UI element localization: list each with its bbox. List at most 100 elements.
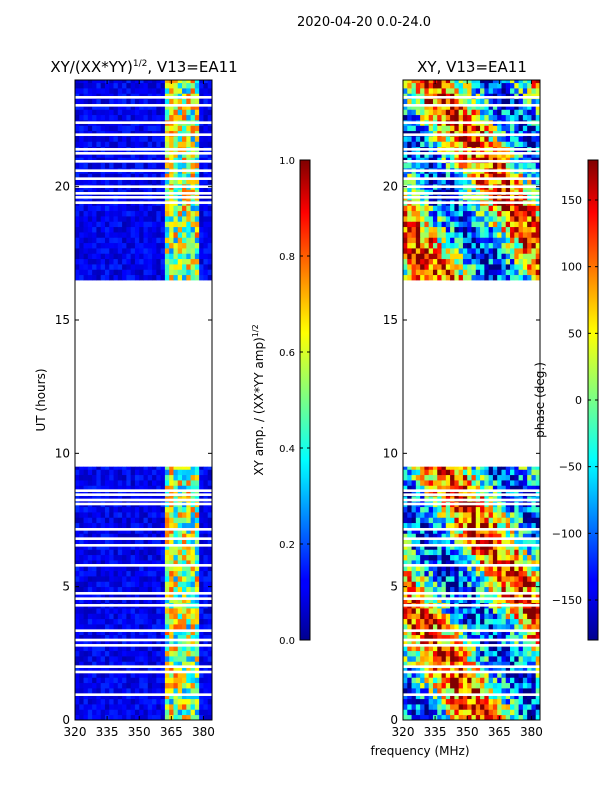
left-heatmap-cell xyxy=(203,677,209,684)
left-heatmap-cell xyxy=(143,570,149,577)
right-heatmap-cell xyxy=(510,608,515,614)
left-flagged-row xyxy=(75,489,212,492)
left-heatmap-cell xyxy=(130,565,136,572)
left-heatmap-cell xyxy=(194,466,200,470)
left-heatmap-cell xyxy=(203,624,209,630)
right-heatmap-cell xyxy=(441,533,447,540)
right-heatmap-cell xyxy=(403,661,408,668)
left-heatmap-cell xyxy=(92,661,97,668)
left-heatmap-cell xyxy=(139,80,144,84)
right-heatmap-cell xyxy=(411,528,417,534)
left-heatmap-cell xyxy=(139,258,144,265)
right-heatmap-cell xyxy=(480,258,485,265)
left-heatmap-cell xyxy=(194,560,200,566)
right-heatmap-cell xyxy=(475,480,481,486)
left-heatmap-cell xyxy=(139,693,144,700)
right-heatmap-cell xyxy=(535,538,540,545)
left-heatmap-cell xyxy=(126,98,132,105)
left-heatmap-cell xyxy=(122,528,127,534)
right-heatmap-cell xyxy=(522,253,528,260)
left-heatmap-cell xyxy=(147,506,153,513)
left-heatmap-cell xyxy=(177,581,183,588)
right-heatmap-cell xyxy=(454,592,460,598)
right-heatmap-cell xyxy=(467,581,472,588)
right-heatmap-cell xyxy=(492,480,498,486)
left-heatmap-cell xyxy=(139,485,144,492)
right-heatmap-cell xyxy=(445,560,451,566)
right-heatmap-cell xyxy=(415,528,421,534)
right-heatmap-cell xyxy=(462,522,468,529)
left-heatmap-cell xyxy=(96,178,102,185)
left-heatmap-cell xyxy=(152,221,157,228)
right-heatmap-cell xyxy=(454,506,460,513)
left-heatmap-cell xyxy=(109,522,114,529)
left-heatmap-cell xyxy=(147,629,153,636)
left-heatmap-cell xyxy=(92,549,97,556)
left-heatmap-cell xyxy=(122,560,127,566)
right-heatmap-cell xyxy=(492,528,498,534)
left-heatmap-cell xyxy=(207,656,212,662)
left-heatmap-cell xyxy=(75,565,80,572)
left-heatmap-cell xyxy=(100,253,106,260)
left-heatmap-cell xyxy=(83,512,89,518)
left-heatmap-cell xyxy=(96,216,102,222)
left-heatmap-cell xyxy=(164,554,170,561)
right-heatmap-cell xyxy=(411,640,417,646)
right-heatmap-cell xyxy=(497,629,502,636)
left-heatmap-cell xyxy=(83,466,89,470)
left-heatmap-cell xyxy=(122,98,127,105)
left-heatmap-cell xyxy=(134,469,140,476)
left-heatmap-cell xyxy=(113,586,119,593)
left-heatmap-cell xyxy=(139,517,144,524)
right-heatmap-cell xyxy=(420,544,425,550)
left-heatmap-cell xyxy=(87,512,93,518)
left-heatmap-cell xyxy=(194,88,200,94)
left-heatmap-cell xyxy=(92,162,97,169)
left-heatmap-cell xyxy=(199,544,204,550)
left-heatmap-cell xyxy=(87,682,93,689)
right-heatmap-cell xyxy=(462,570,468,577)
left-heatmap-cell xyxy=(117,522,123,529)
left-heatmap-cell xyxy=(113,517,119,524)
left-heatmap-cell xyxy=(147,560,153,566)
right-heatmap-cell xyxy=(471,522,477,529)
left-heatmap-cell xyxy=(87,522,93,529)
left-heatmap-cell xyxy=(199,656,204,662)
left-heatmap-cell xyxy=(203,560,209,566)
left-heatmap-cell xyxy=(134,136,140,142)
left-heatmap-cell xyxy=(92,640,97,646)
left-heatmap-cell xyxy=(190,554,196,561)
right-heatmap-cell xyxy=(484,474,490,481)
left-heatmap-cell xyxy=(147,248,153,254)
left-flagged-row xyxy=(75,693,212,696)
right-heatmap-cell xyxy=(518,506,524,513)
left-heatmap-cell xyxy=(182,173,187,180)
right-heatmap-cell xyxy=(505,469,511,476)
left-heatmap-cell xyxy=(79,474,84,481)
left-heatmap-cell xyxy=(79,517,84,524)
left-heatmap-cell xyxy=(126,554,132,561)
left-heatmap-cell xyxy=(113,544,119,550)
right-heatmap-cell xyxy=(432,549,438,556)
left-heatmap-cell xyxy=(173,253,179,260)
left-heatmap-cell xyxy=(92,677,97,684)
left-heatmap-cell xyxy=(130,232,136,238)
right-heatmap-cell xyxy=(454,688,460,694)
left-heatmap-cell xyxy=(156,474,162,481)
right-heatmap-cell xyxy=(514,592,519,598)
right-heatmap-cell xyxy=(484,565,490,572)
left-heatmap-cell xyxy=(117,114,123,121)
right-heatmap-cell xyxy=(420,264,425,270)
right-heatmap-cell xyxy=(505,661,511,668)
right-heatmap-cell xyxy=(411,512,417,518)
left-heatmap-cell xyxy=(169,237,174,244)
right-heatmap-cell xyxy=(411,253,417,260)
right-heatmap-cell xyxy=(471,480,477,486)
right-heatmap-cell xyxy=(432,506,438,513)
right-heatmap-cell xyxy=(458,474,464,481)
right-heatmap-cell xyxy=(437,469,442,476)
left-heatmap-cell xyxy=(104,178,110,185)
left-heatmap-cell xyxy=(117,682,123,689)
right-heatmap-cell xyxy=(450,274,455,281)
right-heatmap-cell xyxy=(450,597,455,604)
